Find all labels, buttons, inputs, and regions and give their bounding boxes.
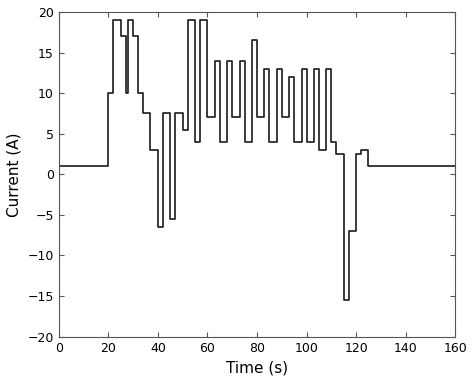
Y-axis label: Current (A): Current (A) bbox=[7, 132, 22, 217]
X-axis label: Time (s): Time (s) bbox=[226, 360, 288, 375]
